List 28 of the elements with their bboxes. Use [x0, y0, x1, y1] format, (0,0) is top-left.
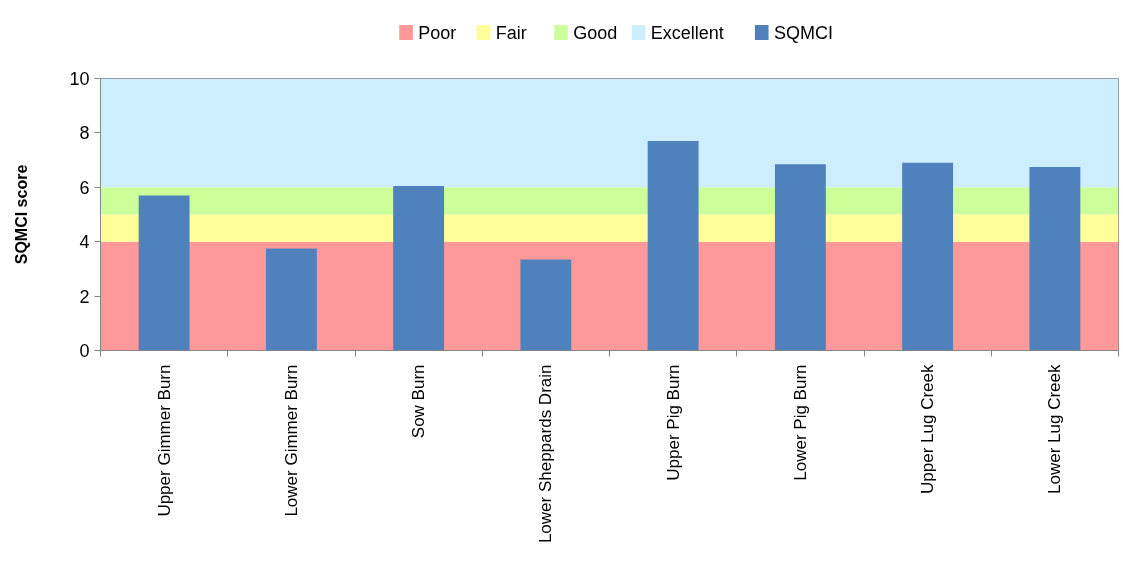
bar	[647, 141, 699, 351]
x-tick-label: Lower Sheppards Drain	[536, 364, 556, 544]
legend-label: Good	[573, 22, 618, 43]
bar	[902, 162, 954, 351]
x-tick-label: Upper Pig Burn	[663, 364, 683, 481]
y-tick-label: 0	[79, 341, 90, 361]
y-axis-title: SQMCI score	[13, 164, 31, 265]
x-tick-label: Lower Gimmer Burn	[281, 364, 301, 517]
bar	[774, 164, 826, 351]
y-tick-label: 2	[79, 286, 90, 307]
x-tick-label: Lower Lug Creek	[1045, 364, 1065, 494]
bar	[1029, 166, 1081, 351]
legend-label: Poor	[418, 22, 457, 43]
y-tick-label: 8	[79, 123, 90, 144]
x-tick-label: Upper Lug Creek	[918, 364, 938, 494]
y-tick-label: 10	[69, 69, 90, 89]
y-tick-label: 6	[79, 177, 90, 198]
x-tick-label: Upper Gimmer Burn	[154, 364, 174, 517]
bar	[520, 259, 572, 351]
legend-label: SQMCI	[774, 22, 834, 43]
legend-label: Fair	[495, 22, 527, 43]
bar	[138, 195, 190, 351]
legend-label: Excellent	[650, 22, 724, 43]
x-tick-label: Lower Pig Burn	[790, 364, 810, 481]
bar	[265, 248, 317, 351]
x-tick-label: Sow Burn	[409, 364, 429, 439]
y-tick-label: 4	[79, 232, 90, 253]
bar	[393, 185, 445, 351]
